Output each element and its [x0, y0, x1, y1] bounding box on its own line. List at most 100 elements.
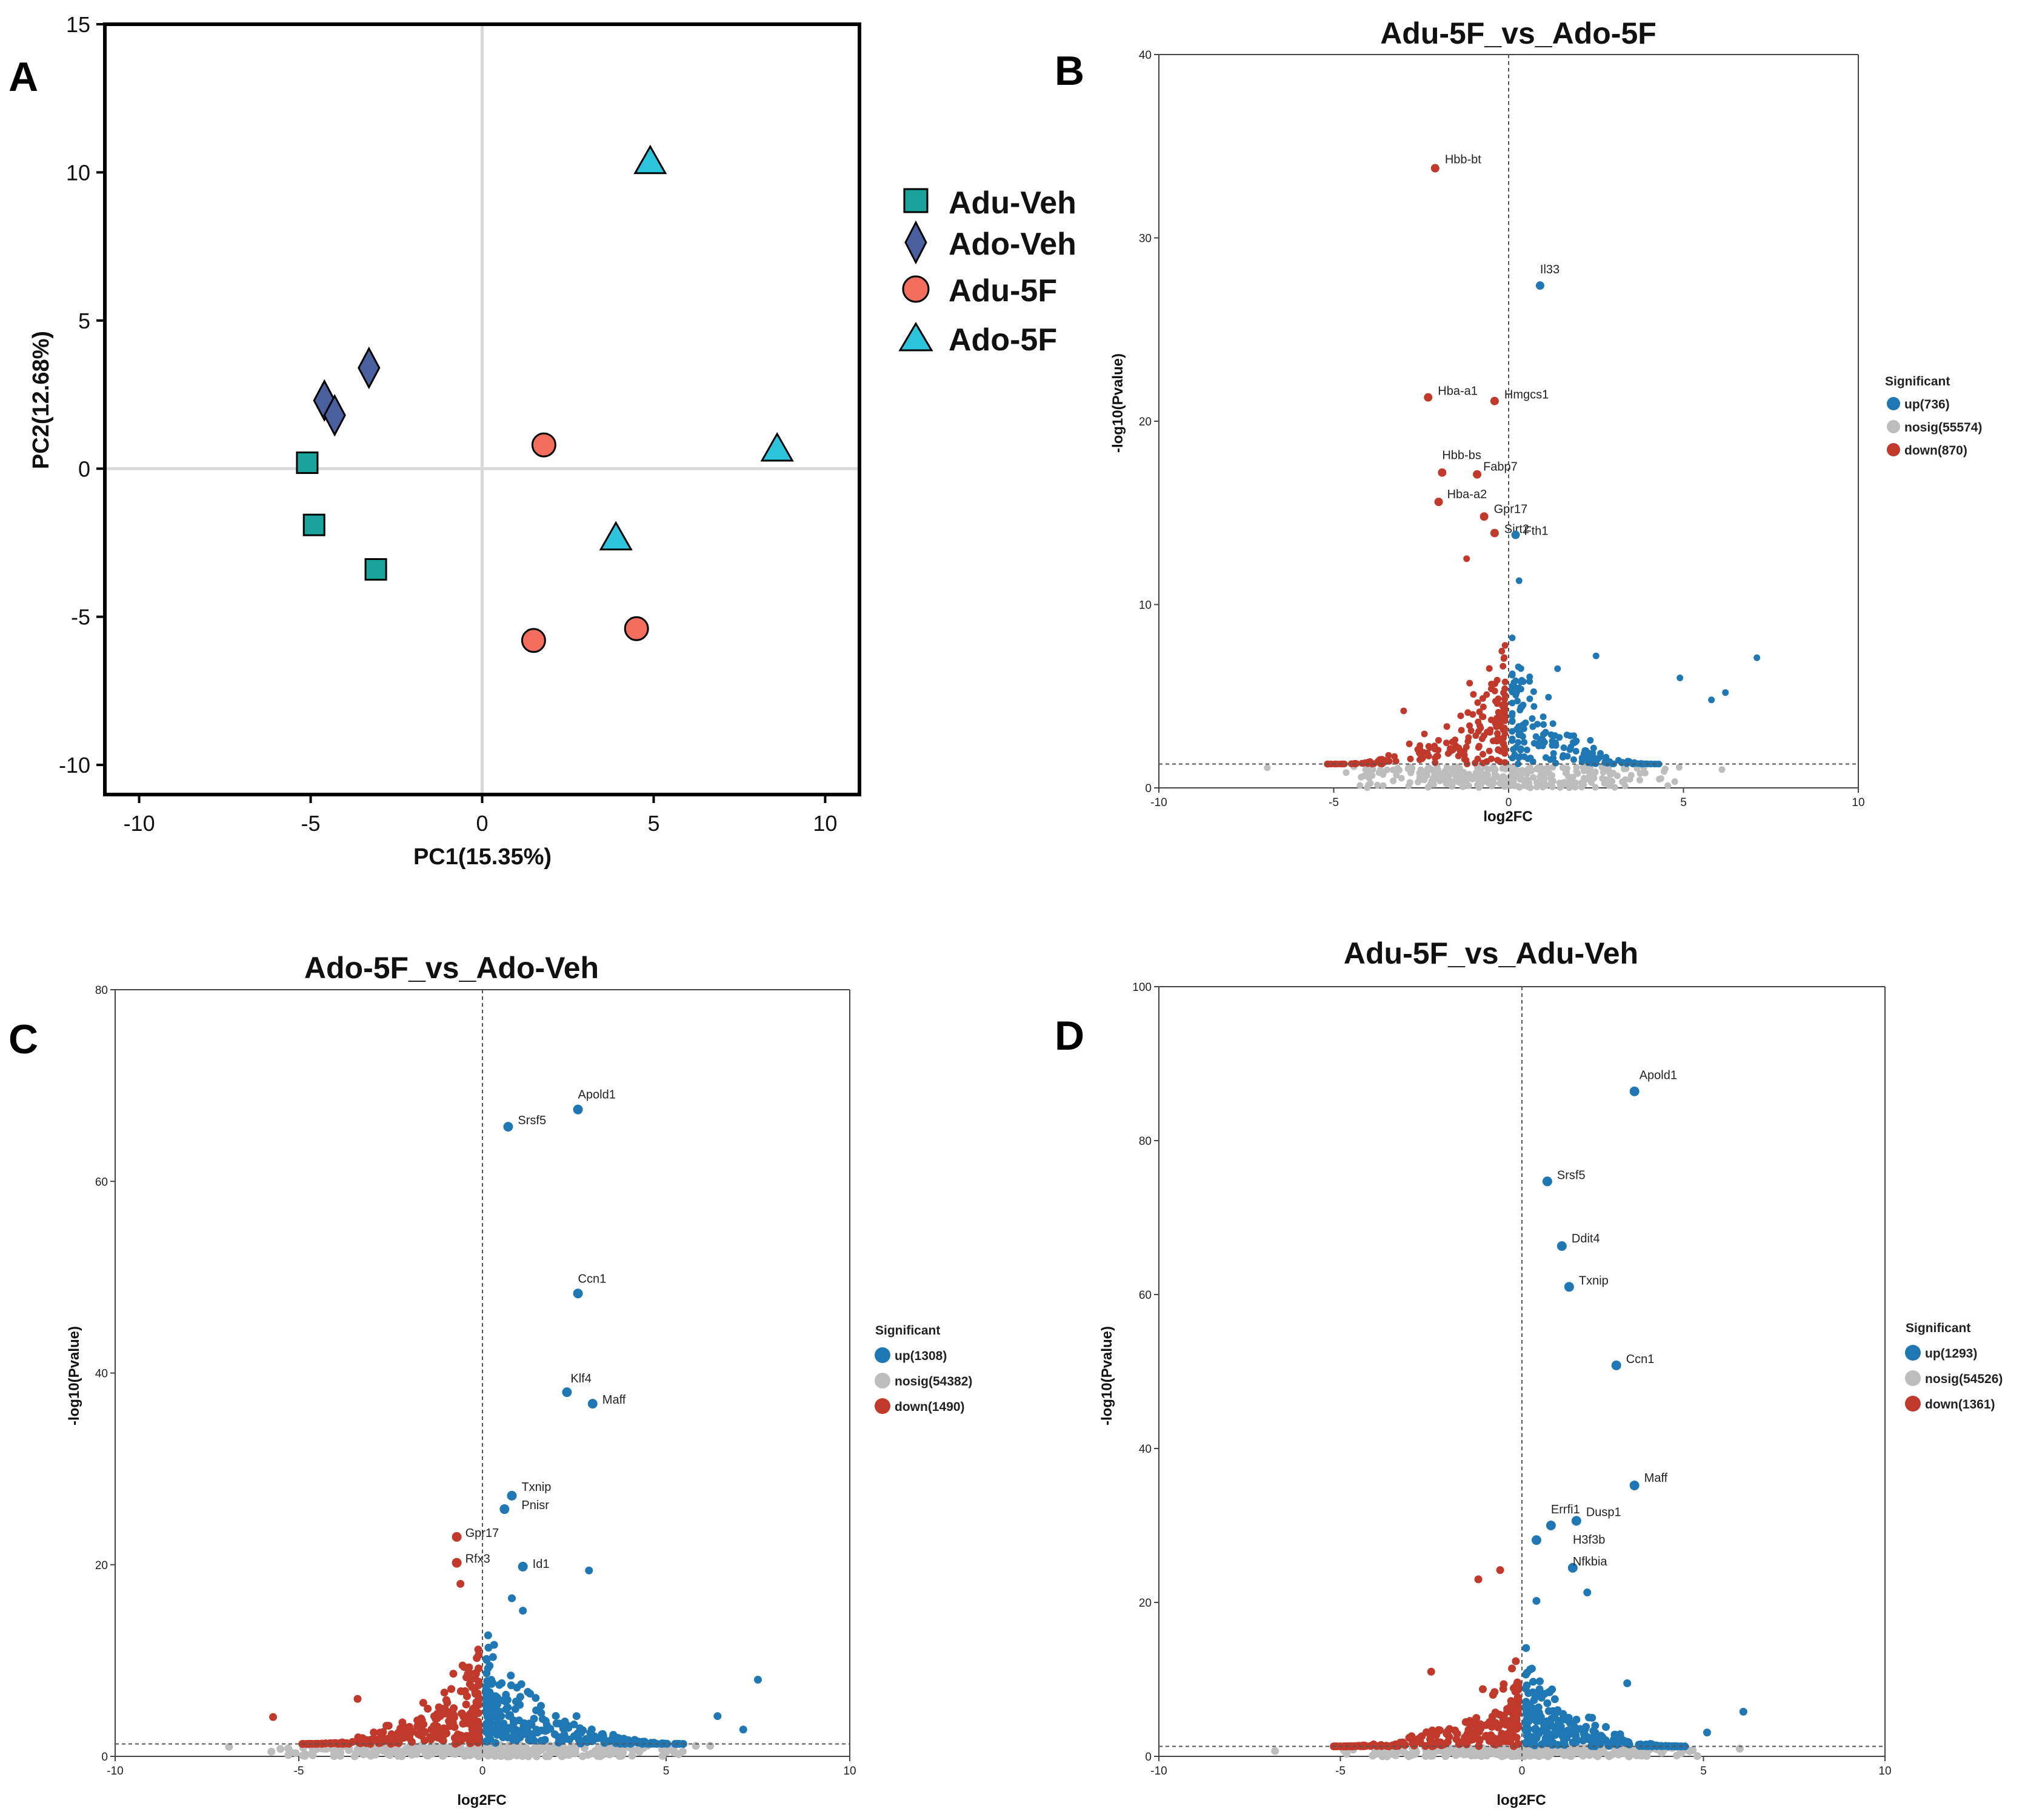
point-down	[1449, 747, 1456, 754]
x-tick-label: 10	[843, 1765, 856, 1778]
point-nosig	[1363, 772, 1370, 779]
point-nosig	[1628, 1748, 1636, 1757]
point-down	[370, 1728, 378, 1737]
y-tick-label: 40	[1139, 49, 1152, 62]
point-nosig	[604, 1746, 613, 1755]
point-down	[1500, 1712, 1508, 1720]
pca-x-tick-label: 10	[813, 811, 837, 836]
volcano-c-legend-nosig: nosig(54382)	[895, 1375, 972, 1388]
point-nosig	[1658, 1748, 1666, 1757]
gene-label-h3f3b: H3f3b	[1573, 1533, 1605, 1547]
y-tick-label: 40	[1139, 1443, 1152, 1456]
point-up	[1610, 1739, 1618, 1748]
point-up	[1550, 750, 1557, 757]
gene-point-srsf5	[503, 1122, 513, 1132]
point-up	[1545, 693, 1552, 701]
point-up	[1596, 753, 1604, 761]
gene-label-sirt2: Sirt2	[1504, 523, 1529, 536]
point-nosig	[1573, 767, 1580, 775]
point-nosig	[1404, 1752, 1413, 1761]
point-down	[1513, 1710, 1522, 1718]
point-up	[1623, 1679, 1632, 1687]
point-up	[1567, 1728, 1575, 1737]
point-up	[1572, 1738, 1580, 1747]
point-down	[1455, 752, 1462, 759]
point-nosig	[531, 1744, 539, 1752]
volcano-c-y-axis-label: -log10(Pvalue)	[66, 1326, 82, 1425]
point-down	[433, 1714, 442, 1722]
point-nosig	[692, 1742, 700, 1750]
volcano-d-legend: Significant up(1293) nosig(54526) down(1…	[1905, 1321, 2003, 1412]
pca-point-circle	[521, 628, 546, 653]
point-down	[475, 1694, 483, 1702]
point-up	[524, 1688, 532, 1696]
point-down	[382, 1721, 391, 1730]
gene-point-pnisr	[499, 1504, 510, 1515]
point-nosig	[1449, 782, 1456, 790]
point-down	[1400, 707, 1407, 715]
point-down	[1501, 654, 1508, 661]
point-nosig	[1407, 769, 1415, 776]
point-up	[1527, 755, 1534, 762]
point-up	[1556, 734, 1563, 741]
point-up	[1550, 1695, 1559, 1704]
point-up	[507, 1681, 515, 1690]
legend-up-marker	[875, 1347, 890, 1363]
point-up	[1739, 1707, 1747, 1716]
legend-nosig-marker	[1905, 1370, 1921, 1386]
gene-point-txnip	[1564, 1282, 1574, 1292]
point-down	[1501, 678, 1509, 685]
point-down	[1339, 1742, 1348, 1750]
legend-entry-adu-veh: Adu-Veh	[903, 185, 1076, 221]
point-nosig	[1627, 772, 1635, 779]
point-up	[1587, 737, 1594, 744]
point-down	[1495, 746, 1502, 753]
point-up	[1532, 1596, 1541, 1605]
point-up	[713, 1712, 722, 1721]
point-up	[502, 1705, 510, 1713]
point-nosig	[1469, 775, 1476, 782]
legend-label-ado-5f: Ado-5F	[949, 322, 1057, 358]
point-down	[1488, 685, 1495, 692]
point-down	[419, 1699, 427, 1707]
gene-point-maff	[1629, 1480, 1640, 1490]
volcano-d-legend-nosig: nosig(54526)	[1925, 1372, 2003, 1386]
gene-point-ccn1	[1611, 1360, 1621, 1370]
y-tick-label: 80	[95, 984, 108, 997]
point-nosig	[578, 1752, 587, 1761]
point-down	[1426, 1739, 1435, 1747]
point-up	[1532, 1724, 1540, 1733]
point-nosig	[1475, 784, 1483, 791]
point-down	[1480, 732, 1487, 739]
point-down	[1465, 734, 1472, 741]
point-down	[1495, 1735, 1503, 1743]
point-up	[484, 1664, 492, 1673]
point-down	[458, 1709, 466, 1718]
point-up	[508, 1725, 516, 1734]
pca-y-tick-label: 0	[78, 456, 90, 481]
point-down	[450, 1723, 459, 1732]
pca-point-square	[296, 451, 319, 474]
point-nosig	[1424, 784, 1432, 791]
volcano-c-plot-area: -10 -5 0 5 10 0 20 40 60 80 Apold1 Srsf5 Ccn1 Klf4 Maf…	[95, 984, 856, 1778]
point-nosig	[1498, 1745, 1507, 1753]
point-up	[1515, 577, 1523, 584]
point-up	[1530, 1696, 1538, 1704]
gene-label-pnisr: Pnisr	[521, 1499, 549, 1512]
point-up	[489, 1653, 497, 1661]
point-up	[1549, 738, 1556, 745]
point-up	[1554, 665, 1561, 672]
point-down	[456, 1579, 465, 1588]
point-nosig	[1434, 766, 1441, 773]
pca-x-tick-label: -10	[124, 811, 155, 836]
gene-label-klf4: Klf4	[570, 1372, 591, 1385]
volcano-b-plot-area: -10 -5 0 5 10 0 10 20 30 40 Hbb-bt Il33 Hba-a1 Hmgcs1…	[1139, 49, 1865, 809]
point-down	[474, 1719, 482, 1728]
gene-point-klf4	[562, 1387, 572, 1398]
point-up	[1552, 759, 1560, 767]
point-nosig	[662, 1747, 671, 1755]
panel-letter-b: B	[1055, 48, 1084, 94]
point-up	[1529, 1678, 1537, 1686]
point-down	[424, 1704, 432, 1713]
